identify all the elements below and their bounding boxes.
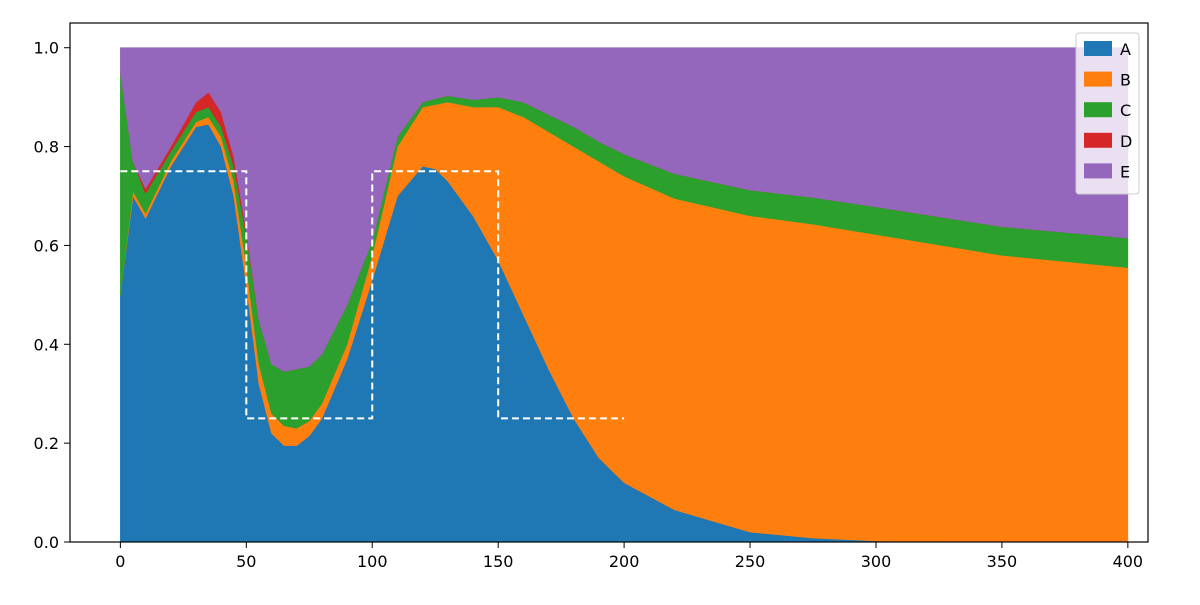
- y-tick-label: 0.4: [34, 335, 59, 354]
- x-axis: 0 50 100 150 200 250 300 350 400: [115, 542, 1143, 571]
- x-tick-label: 150: [483, 552, 514, 571]
- area-series-e: [120, 47, 1129, 372]
- axes-frame: [69, 22, 1149, 543]
- dashed-step-line: [120, 170, 625, 420]
- x-tick-label: 250: [735, 552, 766, 571]
- x-tick-label: 50: [236, 552, 256, 571]
- legend-swatch-b: [1084, 71, 1112, 87]
- x-tick-label: 350: [987, 552, 1018, 571]
- x-tick-label: 100: [357, 552, 388, 571]
- legend-label-d: D: [1120, 132, 1132, 151]
- x-tick-label: 300: [861, 552, 892, 571]
- y-tick-label: 0.2: [34, 434, 59, 453]
- y-tick-label: 1.0: [34, 39, 59, 58]
- area-series-group: [120, 47, 1129, 543]
- y-tick-label: 0.8: [34, 138, 59, 157]
- legend-swatch-d: [1084, 132, 1112, 148]
- y-tick-label: 0.6: [34, 236, 59, 255]
- x-tick-label: 0: [115, 552, 125, 571]
- legend-swatch-a: [1084, 41, 1112, 56]
- legend-label-b: B: [1120, 71, 1131, 90]
- x-tick-label: 400: [1113, 552, 1144, 571]
- y-axis: 0.0 0.2 0.4 0.6 0.8 1.0: [34, 39, 70, 552]
- x-tick-label: 200: [609, 552, 640, 571]
- legend-label-c: C: [1120, 101, 1131, 120]
- y-tick-label: 0.0: [34, 533, 59, 552]
- legend-swatch-c: [1084, 102, 1112, 118]
- legend-swatch-e: [1084, 163, 1112, 179]
- legend-label-e: E: [1120, 162, 1130, 181]
- legend-label-a: A: [1120, 40, 1131, 59]
